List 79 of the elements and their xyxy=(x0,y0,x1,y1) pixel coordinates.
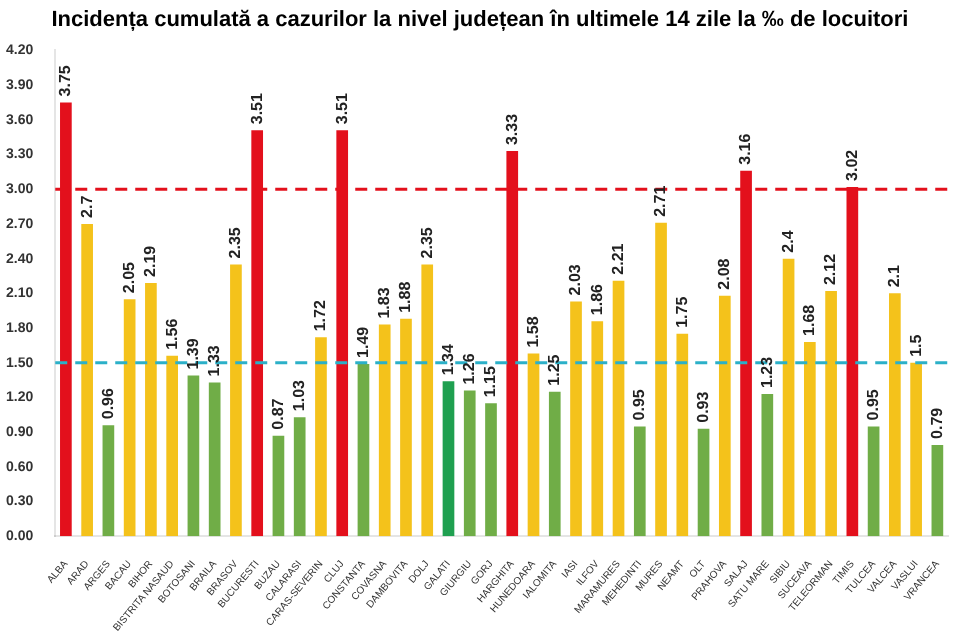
bar xyxy=(527,353,540,537)
data-label: 3.33 xyxy=(502,112,521,146)
bar xyxy=(293,417,306,537)
data-label: 1.15 xyxy=(481,365,500,398)
bar xyxy=(718,295,731,537)
bar xyxy=(570,301,582,537)
data-label: 1.83 xyxy=(375,286,394,319)
data-label: 1.5 xyxy=(906,333,925,357)
bar xyxy=(81,223,93,537)
bar xyxy=(145,282,157,537)
data-label: 0.95 xyxy=(630,388,649,421)
bar xyxy=(761,394,774,537)
data-label: 1.58 xyxy=(523,315,542,348)
bar xyxy=(102,425,115,537)
bar xyxy=(867,426,880,537)
data-label: 1.03 xyxy=(290,378,309,412)
data-label: 2.12 xyxy=(821,252,840,286)
data-label: 0.96 xyxy=(98,387,117,420)
data-label: 3.51 xyxy=(332,91,351,125)
data-label: 1.26 xyxy=(460,352,479,385)
data-label: 2.05 xyxy=(120,260,139,294)
data-label: 2.7 xyxy=(77,194,96,218)
bar xyxy=(548,391,561,537)
data-label: 1.72 xyxy=(311,299,330,332)
data-label: 2.4 xyxy=(778,229,797,253)
data-label: 1.23 xyxy=(757,355,776,389)
data-label: 3.02 xyxy=(842,148,861,181)
data-label: 2.35 xyxy=(226,226,245,259)
data-label: 3.16 xyxy=(736,132,755,165)
data-label: 2.21 xyxy=(608,242,627,275)
data-label: 2.71 xyxy=(651,184,670,217)
bar xyxy=(421,264,434,537)
data-label: 1.39 xyxy=(183,337,202,370)
bar xyxy=(782,258,795,537)
bar xyxy=(697,428,710,537)
data-label: 2.08 xyxy=(715,257,734,290)
bar xyxy=(463,390,476,537)
chart-title: Incidența cumulată a cazurilor la nivel județean în ultimele 14 zile la ‰ de locuitori xyxy=(49,6,911,36)
data-label: 1.88 xyxy=(396,280,415,313)
data-label: 2.03 xyxy=(566,263,585,296)
data-label: 1.75 xyxy=(672,295,691,328)
bar xyxy=(825,291,837,537)
data-label: 0.79 xyxy=(927,406,946,439)
bar xyxy=(400,318,412,537)
bar xyxy=(612,280,625,537)
data-label: 0.93 xyxy=(693,390,712,423)
data-label: 2.1 xyxy=(885,264,904,288)
bar xyxy=(315,337,327,537)
data-label: 3.75 xyxy=(56,64,75,97)
bar xyxy=(123,299,136,537)
bar xyxy=(655,222,667,537)
bar xyxy=(272,435,285,537)
data-label: 0.95 xyxy=(864,388,883,421)
bar xyxy=(931,444,944,537)
data-label: 1.56 xyxy=(162,317,181,350)
bar xyxy=(378,324,391,537)
data-label: 1.34 xyxy=(438,343,457,376)
data-label: 1.68 xyxy=(800,303,819,336)
bar xyxy=(208,382,221,537)
data-label: 1.25 xyxy=(545,353,564,386)
bar xyxy=(889,293,901,537)
data-label: 3.51 xyxy=(247,91,266,125)
data-label: 1.33 xyxy=(205,344,224,377)
bar xyxy=(676,333,689,537)
data-label: 0.87 xyxy=(268,397,287,430)
bar xyxy=(187,375,200,537)
bar xyxy=(591,321,604,537)
bar xyxy=(357,363,370,537)
bar xyxy=(485,403,497,537)
bar xyxy=(633,426,646,537)
bar xyxy=(166,355,178,537)
bar xyxy=(910,362,922,537)
bar xyxy=(230,264,242,537)
data-label: 1.49 xyxy=(353,325,372,358)
bar xyxy=(442,381,455,537)
data-label: 1.86 xyxy=(587,282,606,316)
bar xyxy=(803,341,816,537)
data-label: 2.19 xyxy=(141,244,160,277)
data-label: 2.35 xyxy=(417,226,436,259)
